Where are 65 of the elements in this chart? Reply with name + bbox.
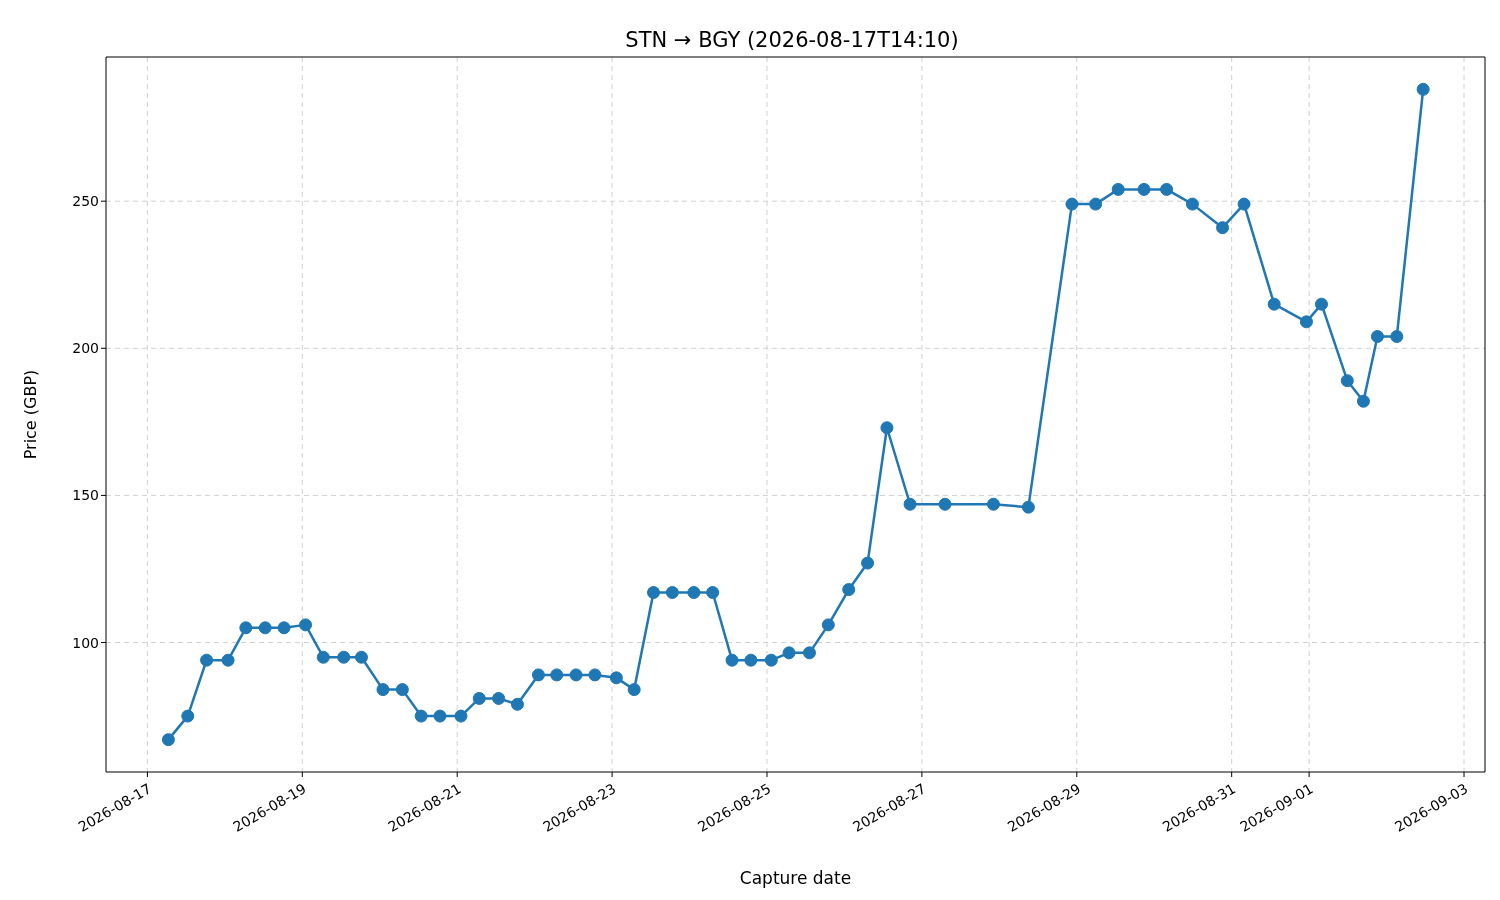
point — [1416, 82, 1430, 96]
point — [1111, 182, 1125, 196]
point — [842, 583, 856, 597]
point — [1340, 374, 1354, 388]
point — [299, 618, 313, 632]
point — [550, 668, 564, 682]
point — [376, 683, 390, 697]
point — [725, 653, 739, 667]
point — [647, 586, 661, 600]
point — [161, 733, 175, 747]
point — [802, 646, 816, 660]
point — [277, 621, 291, 635]
point — [1267, 297, 1281, 311]
point — [764, 653, 778, 667]
point — [395, 683, 409, 697]
point — [1089, 197, 1103, 211]
point — [609, 671, 623, 685]
point — [1021, 500, 1035, 514]
point — [744, 653, 758, 667]
point — [531, 668, 545, 682]
point — [472, 691, 486, 705]
point — [1185, 197, 1199, 211]
point — [706, 586, 720, 600]
y-tick-label: 200 — [72, 340, 99, 357]
point — [588, 668, 602, 682]
point — [510, 697, 524, 711]
point — [687, 586, 701, 600]
x-axis-title: Capture date — [739, 868, 852, 888]
point — [1137, 182, 1151, 196]
point — [258, 621, 272, 635]
point — [1065, 197, 1079, 211]
point — [354, 650, 368, 664]
point — [627, 683, 641, 697]
point — [782, 646, 796, 660]
point — [239, 621, 253, 635]
chart-title: STN → BGY (2026-08-17T14:10) — [624, 28, 960, 52]
point — [1315, 297, 1328, 311]
point — [433, 709, 447, 723]
point — [221, 653, 235, 667]
point — [986, 497, 1000, 511]
point — [1356, 394, 1370, 408]
y-axis-title: Price (GBP) — [20, 369, 40, 460]
point — [200, 653, 214, 667]
point — [414, 709, 428, 723]
point — [880, 421, 894, 435]
y-tick-label: 150 — [72, 487, 99, 504]
point — [821, 618, 835, 632]
point — [316, 650, 330, 664]
point — [1390, 330, 1404, 344]
point — [569, 668, 583, 682]
point — [337, 650, 351, 664]
point — [492, 691, 506, 705]
point — [665, 586, 679, 600]
point — [1299, 315, 1313, 329]
y-tick-label: 100 — [72, 634, 99, 651]
point — [1216, 221, 1230, 235]
point — [938, 497, 952, 511]
point — [454, 709, 468, 723]
point — [1370, 330, 1384, 344]
point — [861, 556, 875, 570]
point — [1160, 182, 1174, 196]
point — [903, 497, 917, 511]
point — [1237, 197, 1251, 211]
y-tick-label: 250 — [72, 193, 99, 210]
point — [181, 709, 195, 723]
